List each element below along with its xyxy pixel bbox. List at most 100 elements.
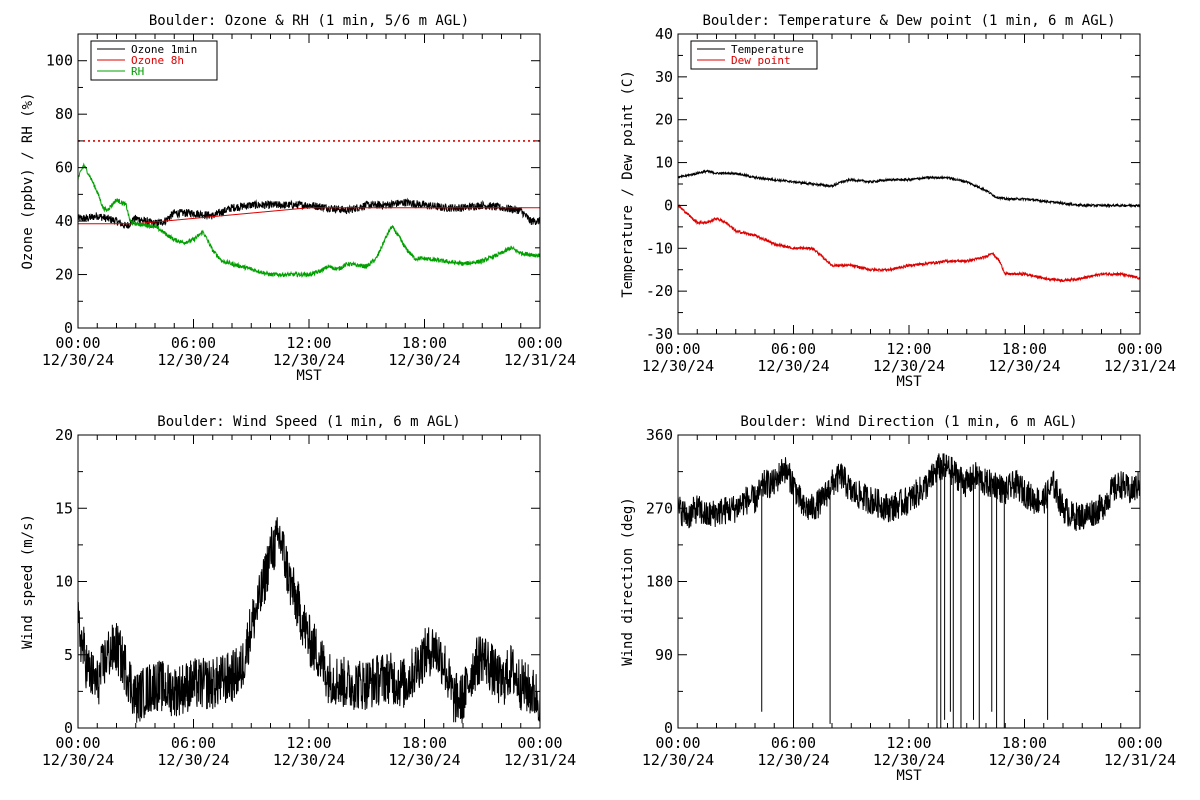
x-tick-date-label: 12/30/24 xyxy=(873,751,945,769)
y-tick-label: 0 xyxy=(64,719,73,737)
x-tick-label: 12:00 xyxy=(886,340,931,358)
x-tick-label: 18:00 xyxy=(402,734,447,752)
x-tick-date-label: 12/30/24 xyxy=(873,357,945,375)
y-tick-label: -30 xyxy=(646,325,673,343)
y-axis-label: Temperature / Dew point (C) xyxy=(620,70,636,298)
chart-title: Boulder: Wind Direction (1 min, 6 m AGL) xyxy=(740,414,1077,430)
y-tick-label: 90 xyxy=(655,646,673,664)
plot-frame xyxy=(677,33,1141,335)
x-tick-label: 12:00 xyxy=(286,734,331,752)
chart-panel-2: Boulder: Temperature & Dew point (1 min,… xyxy=(620,13,1176,390)
plot-data xyxy=(78,517,540,724)
x-tick-date-label: 12/30/24 xyxy=(757,751,829,769)
x-tick-label: 18:00 xyxy=(402,334,447,352)
x-tick-date-label: 12/30/24 xyxy=(157,751,229,769)
legend-box xyxy=(690,40,818,70)
series-line-ozone-1min xyxy=(78,197,540,229)
y-tick-label: 15 xyxy=(55,499,73,517)
x-tick-date-label: 12/31/24 xyxy=(1104,357,1176,375)
x-axis-label: MST xyxy=(896,374,922,390)
series-line-dew-point xyxy=(678,203,1140,283)
y-tick-label: 270 xyxy=(646,499,673,517)
y-tick-label: 10 xyxy=(655,154,673,172)
y-tick-label: 100 xyxy=(46,52,73,70)
chart-panel-4: Boulder: Wind Direction (1 min, 6 m AGL)… xyxy=(620,414,1176,784)
y-tick-label: 0 xyxy=(664,719,673,737)
x-tick-date-label: 12/31/24 xyxy=(504,351,576,369)
x-tick-label: 06:00 xyxy=(771,340,816,358)
y-tick-label: 360 xyxy=(646,426,673,444)
x-tick-date-label: 12/30/24 xyxy=(42,351,114,369)
y-tick-label: 80 xyxy=(55,105,73,123)
y-tick-label: 30 xyxy=(655,68,673,86)
plot-data xyxy=(678,453,1140,728)
x-tick-date-label: 12/30/24 xyxy=(42,751,114,769)
y-tick-label: 20 xyxy=(55,266,73,284)
y-tick-label: 40 xyxy=(55,212,73,230)
x-tick-label: 00:00 xyxy=(1117,340,1162,358)
x-tick-label: 18:00 xyxy=(1002,340,1047,358)
plot-data xyxy=(678,169,1140,283)
y-tick-label: 60 xyxy=(55,159,73,177)
series-line-rh xyxy=(78,162,540,278)
plot-frame xyxy=(677,434,1141,729)
x-tick-label: 18:00 xyxy=(1002,734,1047,752)
y-tick-label: 20 xyxy=(55,426,73,444)
x-tick-date-label: 12/30/24 xyxy=(988,357,1060,375)
x-tick-label: 00:00 xyxy=(55,734,100,752)
x-tick-date-label: 12/30/24 xyxy=(988,751,1060,769)
x-tick-label: 00:00 xyxy=(655,340,700,358)
y-tick-label: 20 xyxy=(655,111,673,129)
chart-panel-3: Boulder: Wind Speed (1 min, 6 m AGL) 0 5 10… xyxy=(20,414,576,769)
chart-title: Boulder: Wind Speed (1 min, 6 m AGL) xyxy=(157,414,460,430)
x-tick-label: 00:00 xyxy=(55,334,100,352)
legend-label: Temperature xyxy=(731,43,804,56)
series-line-ozone-8h xyxy=(78,207,540,225)
y-tick-label: 0 xyxy=(64,319,73,337)
x-tick-label: 00:00 xyxy=(655,734,700,752)
y-tick-label: 40 xyxy=(655,25,673,43)
x-tick-label: 06:00 xyxy=(171,334,216,352)
x-tick-date-label: 12/30/24 xyxy=(388,751,460,769)
x-tick-date-label: 12/30/24 xyxy=(273,351,345,369)
series-line-temperature xyxy=(678,169,1140,209)
x-tick-date-label: 12/30/24 xyxy=(757,357,829,375)
y-axis-label: Wind direction (deg) xyxy=(620,497,636,666)
y-tick-label: 10 xyxy=(55,573,73,591)
y-tick-label: 0 xyxy=(664,196,673,214)
x-tick-label: 00:00 xyxy=(517,734,562,752)
legend-label: Ozone 1min xyxy=(131,43,197,56)
x-tick-date-label: 12/31/24 xyxy=(1104,751,1176,769)
series-line-1 xyxy=(78,517,540,724)
x-tick-date-label: 12/30/24 xyxy=(642,751,714,769)
x-tick-date-label: 12/30/24 xyxy=(642,357,714,375)
y-tick-label: -10 xyxy=(646,239,673,257)
x-tick-label: 12:00 xyxy=(286,334,331,352)
x-tick-label: 12:00 xyxy=(886,734,931,752)
y-tick-label: -20 xyxy=(646,282,673,300)
x-tick-date-label: 12/30/24 xyxy=(157,351,229,369)
chart-title: Boulder: Temperature & Dew point (1 min,… xyxy=(702,13,1115,29)
series-line-1 xyxy=(678,453,1140,532)
x-tick-label: 06:00 xyxy=(171,734,216,752)
legend-label: Ozone 8h xyxy=(131,54,184,67)
x-tick-label: 00:00 xyxy=(517,334,562,352)
x-tick-date-label: 12/31/24 xyxy=(504,751,576,769)
chart-panel-1: Boulder: Ozone & RH (1 min, 5/6 m AGL) 0 2… xyxy=(20,13,576,384)
x-tick-date-label: 12/30/24 xyxy=(273,751,345,769)
y-axis-label: Wind speed (m/s) xyxy=(20,514,36,649)
x-axis-label: MST xyxy=(896,768,922,784)
legend-label: Dew point xyxy=(731,54,791,67)
plot-data xyxy=(78,140,540,278)
x-tick-label: 00:00 xyxy=(1117,734,1162,752)
chart-title: Boulder: Ozone & RH (1 min, 5/6 m AGL) xyxy=(149,13,469,29)
legend-label: RH xyxy=(131,65,144,78)
x-tick-date-label: 12/30/24 xyxy=(388,351,460,369)
y-tick-label: 180 xyxy=(646,573,673,591)
x-tick-label: 06:00 xyxy=(771,734,816,752)
y-axis-label: Ozone (ppbv) / RH (%) xyxy=(20,92,36,269)
y-tick-label: 5 xyxy=(64,646,73,664)
